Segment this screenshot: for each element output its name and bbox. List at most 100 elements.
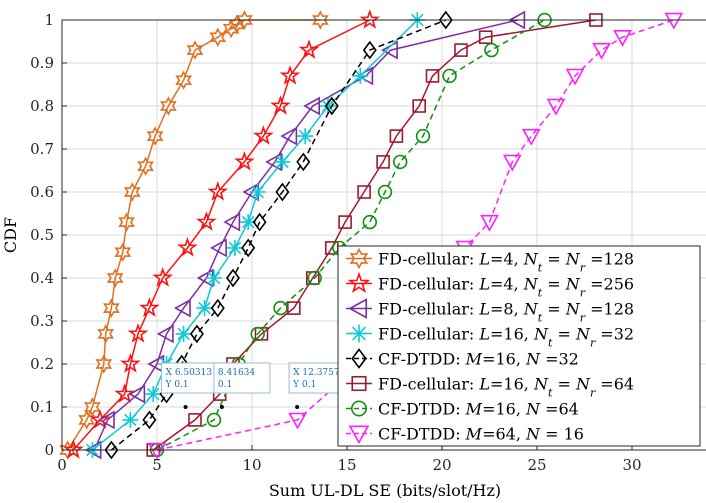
- legend-label-part: =4,: [490, 250, 524, 269]
- legend-entry-5: CF-DTDD: M=16, N =32: [346, 348, 579, 369]
- legend-label-part: N: [575, 375, 591, 394]
- legend-label-part: =64: [595, 375, 634, 394]
- data-point: [196, 211, 217, 231]
- data-point: [252, 212, 267, 232]
- legend-label-part: =16,: [482, 400, 526, 419]
- data-point: [362, 40, 377, 60]
- data-point: [84, 397, 101, 417]
- data-point: [240, 214, 257, 231]
- legend-label: FD-cellular: L=16, Nt = Nr =32: [378, 325, 634, 350]
- legend-label-part: N: [533, 375, 549, 394]
- data-point: [114, 383, 136, 403]
- data-point: [389, 129, 404, 143]
- y-tick-label: 1: [44, 11, 54, 29]
- datatip-text: Y 0.1: [165, 380, 189, 390]
- data-point: [95, 354, 113, 374]
- data-point: [359, 9, 381, 29]
- data-point: [234, 151, 255, 171]
- x-tick-label: 30: [622, 456, 641, 474]
- data-point: [127, 323, 149, 343]
- data-point: [376, 155, 390, 169]
- data-point: [393, 154, 408, 170]
- data-point: [241, 238, 256, 258]
- data-point: [106, 268, 124, 288]
- y-tick-label: 0.7: [30, 140, 54, 158]
- legend-label-part: r: [580, 311, 586, 324]
- data-point: [338, 215, 352, 229]
- data-point: [122, 411, 139, 428]
- datatip-text: Y 0.1: [292, 380, 316, 390]
- data-point: [97, 324, 115, 344]
- legend-label-part: =: [542, 275, 566, 294]
- legend-label-part: t: [548, 336, 553, 349]
- legend-label: CF-DTDD: M=16, N =32: [378, 350, 579, 369]
- legend-label-part: M: [465, 425, 483, 444]
- data-point: [89, 409, 111, 429]
- data-point: [454, 43, 468, 57]
- data-point: [210, 238, 227, 258]
- data-point: [425, 69, 440, 83]
- x-tick-label: 20: [432, 456, 451, 474]
- legend-label-part: =: [542, 250, 566, 269]
- series-line: [67, 19, 321, 451]
- data-point: [280, 126, 298, 146]
- legend-label-part: =16,: [490, 325, 534, 344]
- legend-label: CF-DTDD: M=64, N = 16: [378, 425, 584, 444]
- data-point: [120, 353, 141, 373]
- legend-marker: [351, 348, 367, 369]
- data-point: [103, 298, 120, 318]
- data-point: [142, 410, 157, 430]
- legend-label-part: r: [590, 336, 596, 349]
- legend-label: FD-cellular: L=4, Nt = Nr =128: [378, 250, 634, 275]
- y-tick-label: 0.4: [30, 269, 54, 287]
- y-tick-label: 0: [44, 441, 54, 459]
- data-point: [160, 96, 177, 116]
- data-point: [114, 242, 132, 262]
- legend-marker: [350, 400, 367, 417]
- datatip-1: X 6.50313 Y 0.1: [161, 362, 219, 409]
- series-3: [84, 10, 526, 460]
- data-point: [521, 128, 541, 146]
- legend-label-part: =128: [585, 300, 634, 319]
- legend-label-part: t: [538, 311, 543, 324]
- legend-label-part: CF-DTDD:: [378, 400, 466, 419]
- legend-label-part: =32: [540, 350, 579, 369]
- y-tick-label: 0.8: [30, 97, 54, 115]
- data-point: [286, 301, 301, 315]
- datatip-box: [213, 362, 271, 394]
- legend-marker: [347, 271, 371, 294]
- legend-label-part: =16,: [482, 350, 526, 369]
- legend-box: [337, 245, 701, 447]
- datatip-box: [288, 362, 346, 394]
- data-point: [147, 442, 167, 460]
- data-point: [226, 239, 243, 256]
- data-point: [274, 153, 291, 170]
- x-tick-label: 15: [337, 456, 356, 474]
- legend-label-part: N: [565, 275, 581, 294]
- y-tick-label: 0.9: [30, 54, 54, 72]
- datatip-text: X 12.3757: [293, 368, 340, 378]
- data-point: [146, 126, 164, 146]
- data-point: [196, 300, 213, 317]
- legend-label-part: M: [465, 350, 483, 369]
- legend-label-part: FD-cellular:: [378, 325, 479, 344]
- legend-label-part: N: [533, 325, 549, 344]
- data-point: [188, 413, 202, 427]
- data-point: [97, 410, 115, 430]
- legend-label-part: L: [478, 300, 490, 319]
- data-point: [207, 181, 229, 201]
- data-point: [156, 324, 174, 344]
- datatip-2: 8.41634 0.1: [213, 362, 271, 409]
- data-point: [128, 384, 146, 404]
- legend-label-part: =16,: [490, 375, 534, 394]
- data-point: [298, 39, 320, 59]
- data-point: [118, 212, 135, 232]
- data-point: [273, 300, 288, 316]
- x-tick-label: 10: [242, 456, 261, 474]
- legend-label-part: =: [552, 325, 576, 344]
- legend-label-part: =8,: [490, 300, 524, 319]
- data-point: [78, 410, 96, 430]
- data-point: [275, 182, 290, 202]
- datatips: X 6.50313 Y 0.1 8.41634 0.1 X 12.3757 Y 0.1: [161, 362, 346, 409]
- x-axis-label: Sum UL-DL SE (bits/slot/Hz): [269, 481, 501, 500]
